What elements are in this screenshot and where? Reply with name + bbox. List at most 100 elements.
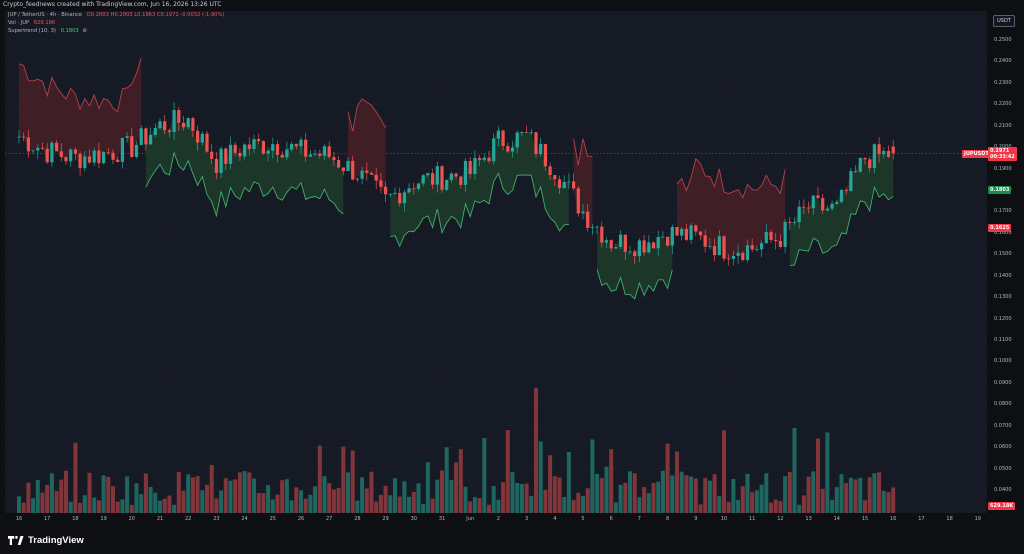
candle-body [708, 246, 712, 247]
candle-body [177, 110, 181, 123]
candle-body [50, 142, 54, 163]
candle-body [40, 147, 45, 149]
volume-bar [247, 472, 252, 513]
candle-body [651, 242, 656, 249]
supertrend-up-line [596, 269, 673, 300]
price-tick-label: 0.1400 [994, 272, 1012, 279]
time-tick-label: 17 [918, 516, 925, 522]
currency-selector[interactable]: USDT [993, 15, 1015, 27]
volume-bar [891, 487, 896, 513]
volume-bar [336, 487, 341, 513]
candle-body [581, 211, 585, 214]
volume-bar [519, 483, 524, 513]
volume-bar [722, 430, 726, 513]
time-tick-label: 18 [72, 516, 79, 522]
candle-body [379, 180, 383, 187]
volume-bar [26, 482, 31, 513]
volume-bar [543, 489, 548, 513]
candle-body [106, 152, 110, 153]
time-tick-label: 19 [100, 516, 107, 522]
volume-bar [581, 495, 585, 513]
volume-price-tag: 629.18K [988, 502, 1016, 510]
candle-body [181, 122, 186, 128]
candle-body [294, 143, 298, 147]
candle-body [637, 240, 641, 257]
candle-body [59, 151, 63, 157]
price-tick-label: 0.2400 [994, 58, 1012, 65]
candle-body [55, 142, 59, 152]
volume-bar [529, 495, 534, 513]
candle-body [412, 188, 416, 190]
candle-body [774, 239, 778, 241]
candle-body [797, 206, 801, 223]
candle-body [22, 136, 26, 138]
candle-body [186, 118, 190, 128]
volume-bar [134, 483, 139, 513]
candle-body [595, 226, 599, 228]
price-tick-label: 0.1900 [994, 165, 1012, 172]
volume-bar [341, 446, 346, 513]
volume-bar [651, 482, 656, 513]
time-tick-label: 23 [213, 516, 220, 522]
brand-name: TradingView [28, 534, 84, 546]
candle-body [670, 226, 674, 246]
candle-body [153, 127, 157, 135]
supertrend-legend[interactable]: Supertrend (10, 3) 0.1803 ⚙ [8, 28, 87, 34]
volume-bar [92, 497, 97, 513]
volume-bar [646, 493, 651, 513]
symbol-legend[interactable]: JUP / TetherUS · 4h · Binance O0.2003 H0… [8, 12, 224, 18]
time-tick-label: 14 [833, 516, 840, 522]
volume-bar [698, 504, 703, 513]
candle-body [623, 234, 627, 252]
candle-body [459, 176, 463, 185]
volume-bar [477, 498, 482, 513]
candle-body [792, 222, 797, 223]
candle-body [863, 157, 867, 160]
volume-bar [421, 504, 426, 513]
volume-bar [275, 494, 280, 513]
volume-bar [458, 449, 463, 513]
price-tick-label: 0.0500 [994, 465, 1012, 472]
volume-bar [289, 500, 294, 513]
price-tick-label: 0.0600 [994, 444, 1012, 451]
volume-bar [454, 462, 459, 513]
volume-bar [54, 491, 59, 513]
candle-body [858, 157, 862, 172]
volume-bar [792, 428, 797, 513]
volume-bar [881, 490, 886, 513]
candle-body [684, 228, 688, 240]
candle-body [388, 193, 392, 195]
candle-body [83, 156, 87, 169]
supertrend-down-fill [677, 158, 786, 260]
volume-legend[interactable]: Vol · JUP 629.18K [8, 20, 55, 26]
volume-bar [303, 498, 308, 513]
price-tick-label: 0.0900 [994, 379, 1012, 386]
volume-bar [675, 451, 679, 513]
volume-bar [219, 490, 224, 513]
volume-bar [801, 495, 806, 513]
volume-bar [31, 498, 36, 513]
time-tick-label: 29 [382, 516, 389, 522]
volume-bar [313, 486, 318, 513]
volume-bar [435, 479, 440, 513]
volume-bar [496, 499, 501, 513]
gear-icon[interactable]: ⚙ [82, 28, 88, 34]
candle-body [553, 175, 557, 180]
supertrend-up-line [145, 151, 344, 218]
candle-body [92, 150, 96, 163]
volume-bar [623, 482, 628, 513]
supertrend-up-fill [145, 110, 344, 216]
candle-body [125, 136, 129, 138]
chart-pane[interactable] [5, 11, 987, 513]
candle-body [271, 144, 275, 151]
footer-branding[interactable]: TradingView [8, 533, 84, 547]
candle-body [590, 227, 594, 228]
candle-body [163, 121, 167, 131]
volume-bar [764, 473, 769, 513]
candle-body [275, 144, 280, 155]
volume-bar [576, 492, 581, 513]
price-tick-label: 0.2300 [994, 79, 1012, 86]
candle-body [741, 252, 745, 260]
volume-bar [82, 495, 87, 513]
